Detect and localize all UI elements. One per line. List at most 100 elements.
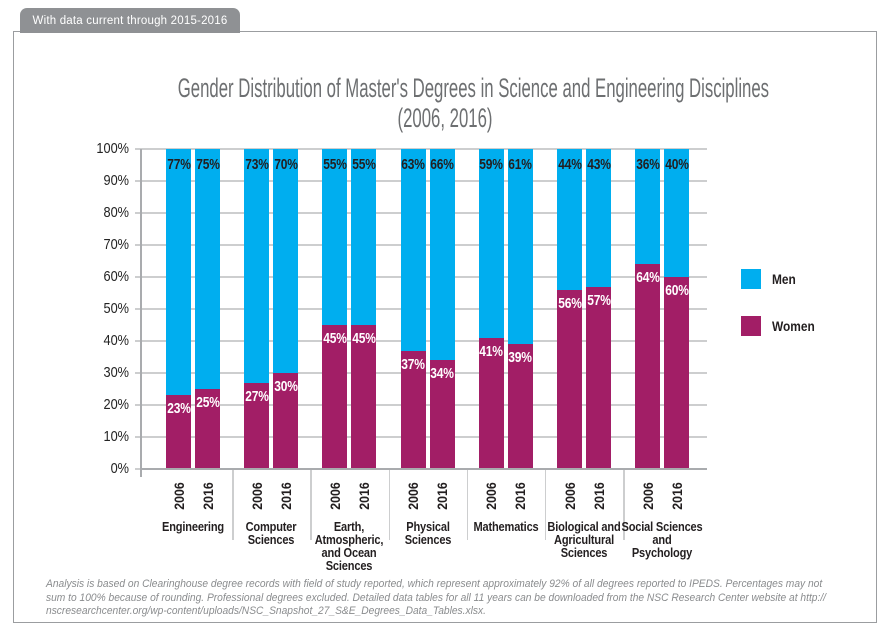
bar-men bbox=[273, 149, 299, 373]
legend-label-women: Women bbox=[772, 318, 815, 334]
year-tick-label: 2016 bbox=[512, 482, 529, 510]
y-axis-tick bbox=[135, 244, 141, 246]
bar-label-men: 55% bbox=[323, 156, 347, 173]
bar-women bbox=[478, 337, 504, 469]
bar-women bbox=[635, 264, 661, 469]
year-tick-label: 2016 bbox=[355, 482, 372, 510]
bar-label-men: 66% bbox=[430, 156, 454, 173]
bar-label-men: 70% bbox=[273, 156, 298, 173]
y-axis-tick bbox=[135, 276, 141, 278]
bar-women bbox=[400, 350, 426, 469]
y-axis-tick bbox=[135, 148, 141, 150]
bar-women bbox=[664, 277, 690, 469]
bar-label-women: 23% bbox=[166, 400, 191, 418]
category-label: Social Sciences and Psychology bbox=[621, 519, 703, 560]
y-axis-label: 70% bbox=[103, 236, 129, 253]
footnote: Analysis is based on Clearinghouse degre… bbox=[46, 578, 866, 619]
y-axis-label: 60% bbox=[103, 268, 129, 285]
legend: Men Women bbox=[741, 269, 822, 363]
y-axis-tick bbox=[135, 308, 141, 310]
y-axis-label: 40% bbox=[103, 332, 129, 349]
bar-women bbox=[507, 344, 533, 469]
legend-item-men: Men bbox=[741, 269, 822, 289]
footnote-line-2: sum to 100% because of rounding. Profess… bbox=[46, 591, 827, 604]
bar-label-women: 27% bbox=[244, 387, 269, 405]
year-tick-label: 2006 bbox=[170, 482, 187, 510]
stacked-bar-chart: 0% 10% 20% 30% 40% 50% 60% 70% 80% 90% 100% 77% 23% 2… bbox=[14, 32, 876, 622]
footnote-line-1: Analysis is based on Clearinghouse degre… bbox=[46, 578, 823, 590]
category-label: Mathematics bbox=[473, 519, 539, 534]
year-tick-label: 2006 bbox=[561, 482, 578, 510]
bar-label-men: 77% bbox=[166, 156, 191, 173]
bar-men bbox=[478, 149, 504, 338]
bar-women bbox=[557, 289, 582, 469]
legend-label-men: Men bbox=[772, 271, 796, 287]
bar-men bbox=[166, 149, 191, 396]
bar-men bbox=[322, 149, 348, 325]
legend-item-women: Women bbox=[741, 316, 822, 336]
y-axis-label: 30% bbox=[103, 364, 129, 381]
group-separator bbox=[623, 469, 625, 540]
chart-title: Gender Distribution of Master's Degrees … bbox=[14, 73, 876, 133]
y-axis-tick bbox=[135, 180, 141, 182]
bar-men bbox=[557, 149, 582, 290]
year-tick-label: 2006 bbox=[248, 482, 265, 510]
bar-label-men: 44% bbox=[557, 156, 582, 173]
bar-label-men: 55% bbox=[352, 156, 376, 173]
bar-men bbox=[507, 149, 533, 345]
bar-label-men: 61% bbox=[508, 156, 533, 173]
category-label: Earth, Atmospheric, and Ocean Sciences bbox=[315, 519, 384, 573]
bar-women bbox=[244, 382, 270, 469]
bar-women bbox=[586, 286, 611, 469]
year-tick-label: 2016 bbox=[199, 482, 216, 510]
bar-label-women: 45% bbox=[323, 330, 347, 347]
bar-women bbox=[195, 389, 220, 469]
y-axis-tick bbox=[135, 372, 141, 374]
bar-label-women: 56% bbox=[557, 294, 582, 312]
bar-label-men: 63% bbox=[401, 156, 425, 173]
bar-label-women: 57% bbox=[586, 291, 611, 309]
header-tab-label: With data current through 2015-2016 bbox=[32, 14, 228, 27]
category-label: Physical Sciences bbox=[404, 519, 451, 547]
bar-label-women: 41% bbox=[479, 342, 504, 360]
chart-title-line2: (2006, 2016) bbox=[397, 103, 493, 133]
year-tick-label: 2006 bbox=[639, 482, 656, 510]
bar-label-women: 64% bbox=[635, 269, 660, 287]
bar-label-men: 75% bbox=[195, 156, 220, 173]
x-axis-line bbox=[140, 468, 707, 470]
category-label: Engineering bbox=[162, 519, 224, 534]
y-axis-label: 0% bbox=[110, 460, 129, 477]
footnote-line-3: nscresearchcenter.org/wp-content/uploads… bbox=[46, 605, 486, 617]
year-tick-label: 2006 bbox=[483, 482, 500, 510]
bar-men bbox=[244, 149, 270, 383]
y-axis-label: 50% bbox=[103, 300, 129, 317]
bar-label-women: 30% bbox=[273, 378, 298, 395]
category-label: Biological and Agricultural Sciences bbox=[547, 519, 621, 560]
bar-men bbox=[351, 149, 377, 325]
bar-men bbox=[586, 149, 611, 287]
year-tick-label: 2006 bbox=[405, 482, 422, 510]
bar-women bbox=[166, 395, 191, 469]
bar-men bbox=[195, 149, 220, 389]
bar-label-women: 34% bbox=[430, 365, 454, 383]
group-separator bbox=[544, 469, 547, 540]
legend-swatch-men-icon bbox=[741, 269, 761, 289]
y-axis-label: 100% bbox=[96, 140, 129, 157]
y-axis-label: 10% bbox=[103, 428, 129, 445]
bar-men bbox=[429, 149, 455, 361]
bar-men bbox=[400, 149, 426, 351]
y-axis-tick bbox=[135, 212, 141, 214]
bar-label-women: 25% bbox=[195, 394, 220, 411]
y-axis-tick bbox=[135, 468, 141, 470]
header-tab: With data current through 2015-2016 bbox=[20, 8, 240, 33]
bar-label-men: 73% bbox=[244, 156, 269, 173]
bar-label-men: 59% bbox=[479, 156, 504, 173]
bar-men bbox=[635, 149, 661, 265]
bar-label-men: 40% bbox=[664, 156, 689, 173]
y-axis-label: 80% bbox=[103, 204, 129, 221]
bar-women bbox=[273, 373, 299, 469]
year-tick-label: 2006 bbox=[326, 482, 343, 510]
y-axis-tick bbox=[135, 436, 141, 438]
bar-label-men: 43% bbox=[586, 156, 611, 173]
